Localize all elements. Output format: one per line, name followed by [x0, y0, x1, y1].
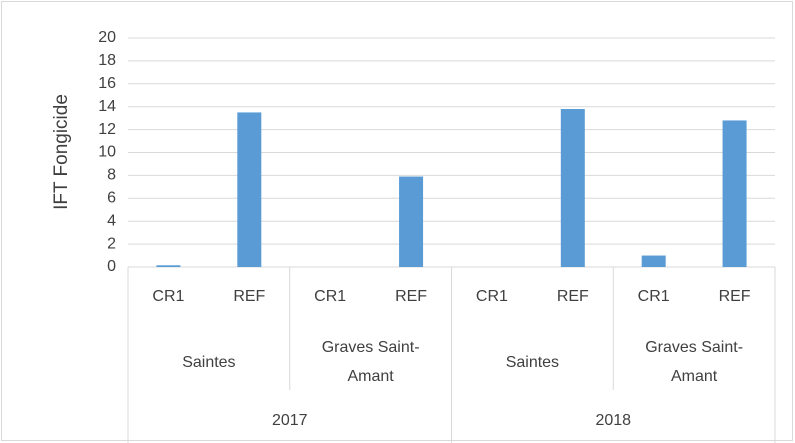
y-tick-label: 4 [107, 212, 116, 229]
y-tick-label: 20 [98, 29, 116, 46]
y-tick-label: 0 [107, 258, 116, 275]
year-label: 2018 [452, 405, 776, 435]
x-tick-label: REF [395, 288, 427, 305]
x-tick-label: REF [557, 288, 589, 305]
bar [722, 120, 747, 267]
x-tick-label: REF [719, 288, 751, 305]
group-label: Saintes [452, 333, 614, 391]
year-label: 2017 [128, 405, 452, 435]
bar [156, 265, 181, 267]
bar [641, 255, 666, 267]
x-tick-label: CR1 [314, 288, 346, 305]
x-tick-label: CR1 [476, 288, 508, 305]
x-tick-label: CR1 [152, 288, 184, 305]
y-tick-label: 6 [107, 190, 116, 207]
y-axis-label: IFT Fongicide [51, 94, 72, 210]
y-tick-label: 14 [98, 98, 116, 115]
y-tick-label: 10 [98, 144, 116, 161]
group-label: Saintes [128, 333, 290, 391]
y-tick-label: 8 [107, 167, 116, 184]
y-tick-label: 16 [98, 75, 116, 92]
year-label-text: 2018 [595, 411, 632, 429]
group-label-text: Saintes [182, 353, 236, 371]
y-tick-label: 12 [98, 121, 116, 138]
y-tick-label: 2 [107, 235, 116, 252]
bar [399, 176, 424, 267]
group-label-text: Saintes [505, 353, 560, 371]
year-label-text: 2017 [271, 411, 308, 429]
x-tick-label: REF [233, 288, 265, 305]
y-tick-label: 18 [98, 52, 116, 69]
group-label: Graves Saint-Amant [290, 333, 452, 391]
bar [237, 112, 262, 267]
group-label-text: Graves Saint-Amant [321, 339, 420, 385]
group-label: Graves Saint-Amant [613, 333, 775, 391]
group-label-text: Graves Saint-Amant [645, 339, 744, 385]
bar [560, 108, 585, 268]
x-tick-label: CR1 [638, 288, 670, 305]
